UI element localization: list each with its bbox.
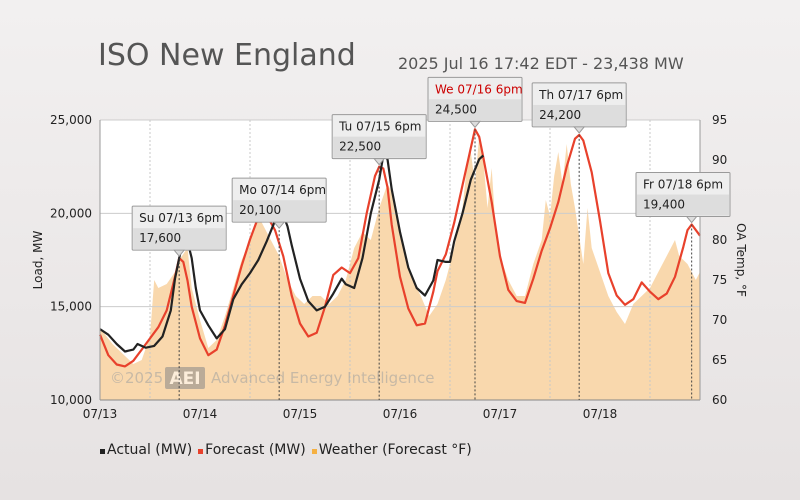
y2-tick-label: 95 bbox=[712, 113, 727, 127]
y-tick-label: 25,000 bbox=[50, 113, 92, 127]
y2-tick-label: 60 bbox=[712, 393, 727, 407]
callout-day-label: We 07/16 6pm bbox=[435, 82, 523, 96]
legend-swatch-weather bbox=[311, 449, 317, 454]
legend-swatch-forecast bbox=[198, 449, 204, 454]
actual-line bbox=[99, 154, 485, 353]
y-axis-title: Load, MW bbox=[31, 231, 45, 290]
callout-pointer bbox=[468, 120, 482, 129]
peak-callout: Su 07/13 6pm 17,600 bbox=[131, 205, 227, 257]
axes-layer: 10,00015,00020,00025,0006065707580859095… bbox=[31, 113, 748, 421]
callout-box-lower bbox=[637, 194, 729, 216]
callout-pointer bbox=[173, 249, 186, 257]
peak-callout: We 07/16 6pm 24,500 bbox=[427, 76, 523, 129]
peak-callout: Fr 07/18 6pm 19,400 bbox=[635, 172, 731, 224]
callout-day-label: Fr 07/18 6pm bbox=[643, 178, 723, 192]
watermark: ©2025 AEI Advanced Energy Intelligence bbox=[110, 367, 434, 389]
annotation-layer: Su 07/13 6pm 17,600 Mo 07/14 6pm 20,100 Tu 0… bbox=[131, 76, 731, 400]
chart-legend: Actual (MW) Forecast (MW) Weather (Forec… bbox=[100, 442, 478, 458]
callout-day-label: Mo 07/14 6pm bbox=[239, 183, 326, 197]
y2-tick-label: 75 bbox=[712, 273, 727, 287]
callout-pointer bbox=[573, 126, 586, 134]
legend-item-forecast[interactable]: Forecast (MW) bbox=[198, 442, 306, 458]
y2-axis-title: OA Temp, °F bbox=[734, 223, 748, 297]
y-tick-label: 15,000 bbox=[50, 300, 92, 314]
watermark-logo-box bbox=[165, 367, 205, 389]
watermark-copyright: ©2025 bbox=[110, 369, 163, 387]
legend-item-weather[interactable]: Weather (Forecast °F) bbox=[311, 442, 472, 458]
x-tick-label: 07/14 bbox=[183, 407, 218, 421]
callout-box-lower bbox=[133, 228, 226, 250]
legend-label-actual: Actual (MW) bbox=[107, 442, 193, 458]
callout-value-label: 20,100 bbox=[239, 203, 281, 217]
y-tick-label: 10,000 bbox=[50, 393, 92, 407]
callout-day-label: Su 07/13 6pm bbox=[139, 211, 223, 225]
y2-tick-label: 70 bbox=[712, 313, 727, 327]
peak-callout: Th 07/17 6pm 24,200 bbox=[531, 82, 627, 134]
callout-value-label: 22,500 bbox=[339, 140, 381, 154]
callout-value-label: 19,400 bbox=[643, 198, 685, 212]
x-tick-label: 07/15 bbox=[283, 407, 318, 421]
y-tick-label: 20,000 bbox=[50, 206, 92, 220]
peak-callout: Mo 07/14 6pm 20,100 bbox=[231, 177, 327, 229]
callout-box-lower bbox=[533, 104, 626, 126]
page-title: ISO New England bbox=[98, 38, 356, 73]
forecast-line bbox=[98, 128, 701, 368]
callout-box-lower bbox=[333, 136, 426, 158]
callout-pointer bbox=[373, 158, 386, 166]
callout-box-lower bbox=[429, 99, 521, 121]
callout-pointer bbox=[273, 221, 286, 229]
page-subtitle: 2025 Jul 16 17:42 EDT - 23,438 MW bbox=[398, 54, 684, 73]
callout-value-label: 24,200 bbox=[539, 108, 581, 122]
legend-item-actual[interactable]: Actual (MW) bbox=[100, 442, 192, 458]
callout-value-label: 17,600 bbox=[139, 231, 181, 245]
callout-pointer bbox=[685, 216, 698, 224]
callout-value-label: 24,500 bbox=[435, 102, 477, 116]
legend-label-weather: Weather (Forecast °F) bbox=[318, 442, 472, 458]
y2-tick-label: 80 bbox=[712, 233, 727, 247]
x-tick-label: 07/18 bbox=[583, 407, 618, 421]
callout-box-lower bbox=[233, 200, 326, 222]
y2-tick-label: 65 bbox=[712, 353, 727, 367]
legend-label-forecast: Forecast (MW) bbox=[205, 442, 306, 458]
callout-day-label: Th 07/17 6pm bbox=[538, 88, 623, 102]
y2-tick-label: 90 bbox=[712, 153, 727, 167]
x-tick-label: 07/16 bbox=[383, 407, 418, 421]
legend-swatch-actual bbox=[100, 449, 105, 454]
peak-callout: Tu 07/15 6pm 22,500 bbox=[331, 114, 427, 166]
series-layer bbox=[98, 128, 701, 368]
x-tick-label: 07/13 bbox=[83, 407, 118, 421]
callout-day-label: Tu 07/15 6pm bbox=[338, 120, 421, 134]
watermark-company: Advanced Energy Intelligence bbox=[211, 369, 434, 387]
x-tick-label: 07/17 bbox=[483, 407, 518, 421]
watermark-logo-text: AEI bbox=[169, 369, 200, 389]
